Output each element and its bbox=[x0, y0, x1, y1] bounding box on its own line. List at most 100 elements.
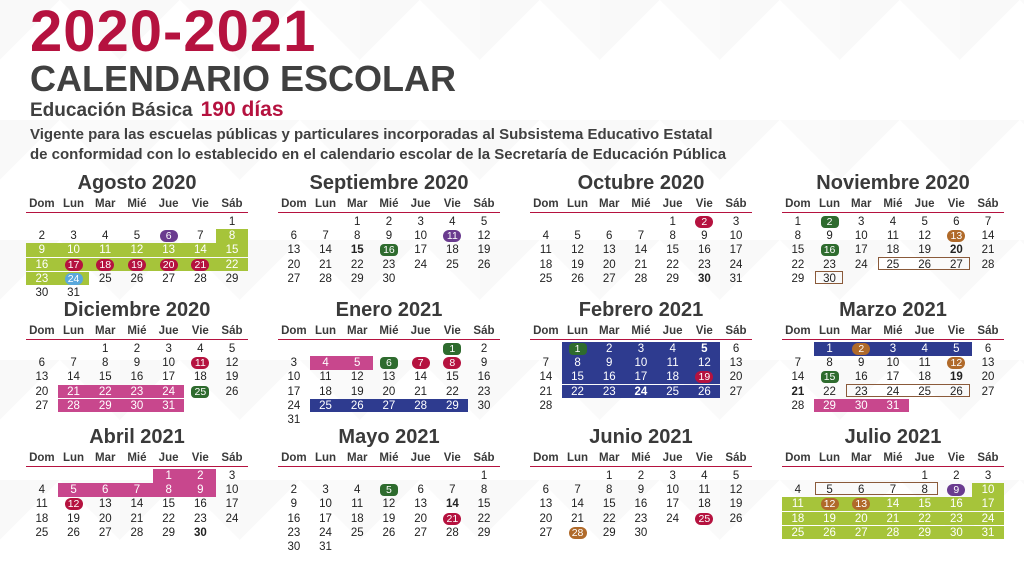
day-cell: 8 bbox=[228, 230, 236, 243]
weekday-label: Jue bbox=[410, 198, 431, 210]
weekday-header: Dom Lun Mar Mié Jue Vie Sáb bbox=[278, 450, 500, 467]
day-cell: 31 bbox=[729, 272, 743, 285]
weekday-label: Mar bbox=[346, 325, 368, 337]
day-cell: 27 bbox=[539, 526, 553, 539]
marked-day: 21 bbox=[191, 258, 210, 271]
weekday-label: Vie bbox=[947, 452, 965, 464]
marked-day: 12 bbox=[820, 498, 839, 511]
month-name: Junio 2021 bbox=[589, 426, 693, 448]
day-cell: 12 bbox=[477, 230, 491, 243]
day-cell: 31 bbox=[287, 414, 301, 426]
day-cell: 24 bbox=[414, 258, 428, 271]
weekday-label: Jue bbox=[662, 198, 683, 210]
day-cell: 17 bbox=[634, 371, 648, 384]
day-cell: 10 bbox=[666, 484, 680, 497]
day-cell: 8 bbox=[480, 484, 488, 497]
marked-day: 16 bbox=[820, 244, 839, 257]
day-cell: 19 bbox=[918, 244, 932, 257]
day-cell: 25 bbox=[539, 272, 553, 285]
day-cell: 23 bbox=[130, 385, 144, 398]
day-cell: 10 bbox=[67, 244, 80, 257]
day-cell: 26 bbox=[225, 385, 239, 398]
highlight-band bbox=[26, 243, 248, 257]
day-cell: 20 bbox=[854, 512, 868, 525]
day-cell: 30 bbox=[35, 287, 49, 299]
weekday-label: Dom bbox=[785, 452, 811, 464]
day-cell: 8 bbox=[165, 484, 172, 497]
day-cell: 10 bbox=[414, 230, 428, 243]
day-cell: 14 bbox=[634, 244, 648, 257]
day-cell: 3 bbox=[70, 230, 77, 243]
day-cell: 18 bbox=[918, 371, 932, 384]
month-name: Abril 2021 bbox=[89, 426, 185, 448]
day-cell: 5 bbox=[826, 484, 833, 497]
boxed-days bbox=[846, 383, 971, 397]
day-cell: 13 bbox=[414, 498, 428, 511]
day-cell: 18 bbox=[445, 244, 459, 257]
day-cell: 29 bbox=[666, 272, 680, 285]
days-area: 1 2 3 4 5 6 7 8 9 10 11 12 13 14 15 16 17 18 19 20 21 22 23 24 2… bbox=[782, 467, 1004, 565]
day-cell: 25 bbox=[98, 272, 112, 285]
days-area: 1 2 3 4 5 6 7 8 9 10 11 12 13 14 15 16 17 18 19 20 21 22 23 24 2… bbox=[530, 340, 752, 438]
weekday-label: Dom bbox=[785, 325, 811, 337]
weekday-label: Dom bbox=[533, 325, 559, 337]
day-cell: 16 bbox=[193, 498, 207, 511]
weekday-label: Lun bbox=[818, 325, 841, 337]
day-cell: 5 bbox=[921, 216, 928, 228]
day-cell: 18 bbox=[886, 244, 900, 257]
weekday-label: Mar bbox=[850, 198, 872, 210]
marked-day: 6 bbox=[379, 357, 398, 370]
day-cell: 17 bbox=[319, 512, 332, 525]
day-cell: 3 bbox=[858, 216, 865, 228]
day-cell: 16 bbox=[130, 371, 144, 384]
day-cell: 14 bbox=[193, 244, 207, 257]
day-cell: 11 bbox=[539, 244, 552, 257]
day-cell: 12 bbox=[941, 356, 973, 370]
weekday-label: Vie bbox=[191, 198, 209, 210]
day-cell: 27 bbox=[854, 526, 868, 539]
day-cell: 2 bbox=[385, 216, 393, 228]
day-cell: 28 bbox=[562, 526, 594, 540]
day-cell: 14 bbox=[130, 498, 144, 511]
day-cell: 4 bbox=[794, 484, 802, 497]
day-cell: 16 bbox=[35, 258, 49, 271]
day-cell: 3 bbox=[732, 216, 740, 228]
weekday-label: Jue bbox=[914, 452, 935, 464]
day-cell: 1 bbox=[826, 343, 833, 355]
day-cell: 28 bbox=[539, 399, 553, 412]
day-cell: 17 bbox=[58, 258, 90, 272]
day-cell: 18 bbox=[319, 385, 332, 398]
day-cell: 10 bbox=[729, 230, 743, 243]
day-cell: 9 bbox=[290, 498, 298, 511]
day-cell: 10 bbox=[854, 230, 868, 243]
day-cell: 14 bbox=[445, 498, 459, 511]
day-cell: 15 bbox=[666, 244, 680, 257]
day-cell: 16 bbox=[697, 244, 711, 257]
day-cell: 5 bbox=[953, 343, 960, 355]
school-year: 2020-2021 bbox=[30, 0, 317, 64]
day-cell: 25 bbox=[350, 526, 364, 539]
month-name: Febrero 2021 bbox=[578, 299, 704, 321]
highlight-band bbox=[561, 384, 721, 399]
day-cell: 7 bbox=[322, 230, 329, 243]
day-cell: 20 bbox=[35, 385, 49, 398]
weekday-label: Vie bbox=[443, 452, 461, 464]
weekday-label: Lun bbox=[566, 198, 589, 210]
month-diciembre-2020: Diciembre 2020 Dom Lun Mar Mié Jue Vie Sáb 1 2 3 4 5… bbox=[26, 297, 248, 438]
day-cell: 14 bbox=[414, 371, 428, 384]
marked-day: 12 bbox=[947, 357, 966, 370]
day-cell: 2 bbox=[953, 470, 960, 482]
day-cell: 22 bbox=[666, 258, 680, 271]
day-cell: 3 bbox=[669, 470, 676, 482]
day-cell: 4 bbox=[322, 357, 329, 370]
marked-day: 13 bbox=[947, 230, 966, 243]
weekday-label: Sáb bbox=[725, 452, 747, 464]
day-cell: 17 bbox=[666, 498, 680, 511]
day-cell: 11 bbox=[35, 498, 48, 511]
day-cell: 12 bbox=[697, 357, 711, 370]
month-agosto-2020: Agosto 2020 Dom Lun Mar Mié Jue Vie Sáb 1 2 3 4 5 6 7 8… bbox=[26, 170, 248, 311]
days-area: 1 2 3 4 5 6 7 8 9 10 11 12 13 14 15 16 17 18 19 20 21 22 23 24 2… bbox=[26, 467, 248, 565]
day-cell: 18 bbox=[539, 258, 553, 271]
day-cell: 9 bbox=[133, 357, 141, 370]
day-cell: 13 bbox=[981, 357, 995, 370]
